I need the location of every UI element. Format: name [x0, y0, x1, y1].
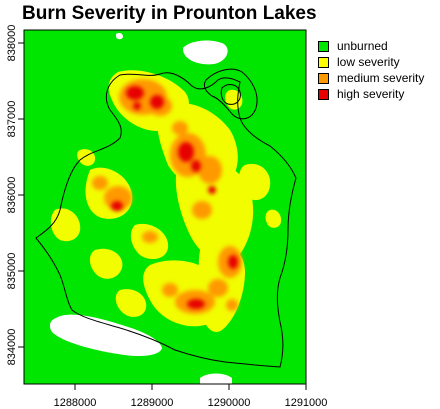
y-tick-label: 836000	[6, 177, 18, 214]
legend-label: unburned	[337, 39, 388, 53]
legend-item-high-severity: high severity	[318, 86, 424, 102]
x-tick-label: 1291000	[285, 397, 328, 409]
lake-small	[116, 33, 123, 40]
legend-swatch	[318, 40, 329, 52]
plot-frame	[23, 29, 307, 385]
burn-perimeter	[35, 68, 297, 368]
legend-label: low severity	[337, 55, 400, 69]
lakes	[49, 33, 232, 384]
map-title: Burn Severity in Prounton Lakes	[22, 3, 317, 24]
legend-swatch	[318, 72, 329, 84]
y-tick-label: 835000	[6, 253, 18, 290]
legend-item-medium-severity: medium severity	[318, 70, 424, 86]
x-tick-label: 1288000	[54, 397, 97, 409]
y-tick-label: 834000	[6, 329, 18, 366]
y-axis: 834000 835000 836000 837000 838000	[6, 25, 24, 366]
legend-item-low-severity: low severity	[318, 54, 424, 70]
legend-swatch	[318, 88, 329, 100]
legend-swatch	[318, 56, 329, 68]
y-tick-label: 837000	[6, 101, 18, 138]
high-severity-zones	[111, 86, 238, 309]
legend: unburned low severity medium severity hi…	[318, 38, 424, 102]
raster-layer	[24, 30, 306, 384]
x-axis: 1288000 1289000 1290000 1291000	[54, 384, 328, 409]
legend-label: high severity	[337, 87, 405, 101]
legend-item-unburned: unburned	[318, 38, 424, 54]
x-tick-label: 1289000	[131, 397, 174, 409]
legend-label: medium severity	[337, 71, 425, 85]
lake-north	[182, 40, 228, 65]
lake-south	[200, 373, 232, 384]
lake-southwest	[49, 314, 163, 356]
x-tick-label: 1290000	[208, 397, 251, 409]
y-tick-label: 838000	[6, 25, 18, 62]
